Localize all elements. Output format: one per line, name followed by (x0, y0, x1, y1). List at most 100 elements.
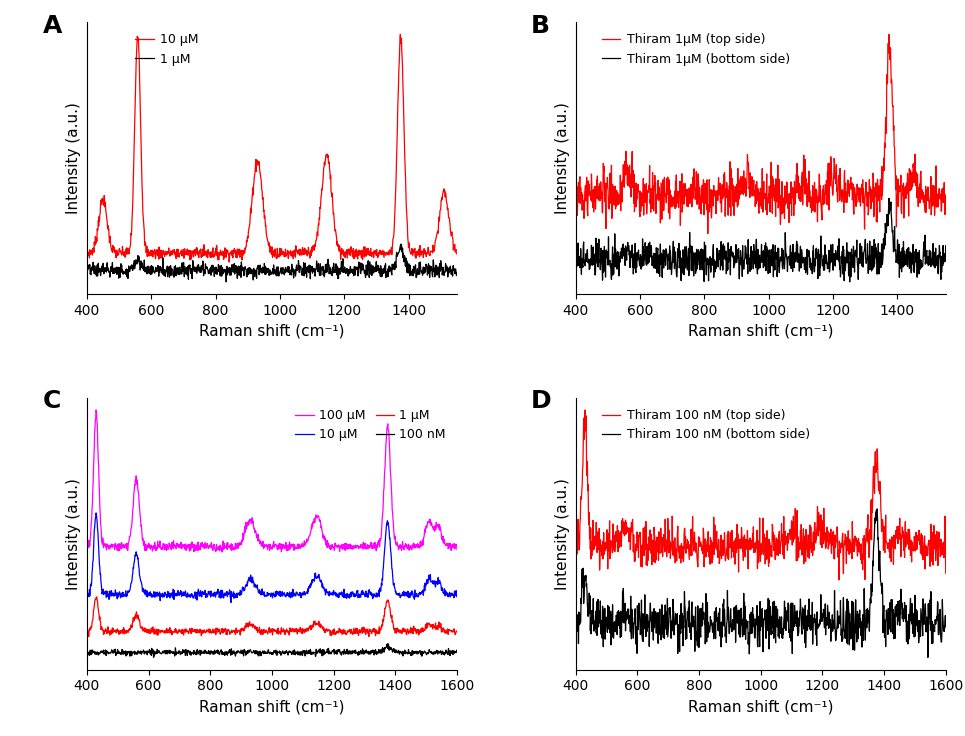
1 μM (395, 240, 406, 249)
Thiram 100 nM (bottom side) (923, 653, 934, 662)
10 μM (120, 588, 131, 597)
Y-axis label: Intensity (a.u.): Intensity (a.u.) (555, 102, 570, 214)
Line: 1 μM: 1 μM (87, 244, 457, 282)
1 μM (244, 263, 256, 272)
100 μM (244, 515, 256, 524)
Thiram 100 nM (top side) (833, 576, 844, 584)
Thiram 100 nM (top side) (569, 548, 581, 556)
Line: 10 μM: 10 μM (87, 512, 457, 600)
Thiram 100 nM (bottom side) (824, 623, 836, 632)
Thiram 1μM (bottom side) (844, 277, 856, 286)
X-axis label: Raman shift (cm⁻¹): Raman shift (cm⁻¹) (199, 699, 345, 714)
Thiram 1μM (top side) (859, 224, 870, 233)
Legend: 100 μM, 10 μM, 1 μM, 100 nM: 100 μM, 10 μM, 1 μM, 100 nM (290, 404, 451, 446)
10 μM (395, 30, 406, 39)
1 μM (120, 627, 131, 636)
1 μM (121, 632, 132, 641)
1 μM (371, 624, 382, 633)
100 μM (371, 540, 382, 549)
10 μM (232, 592, 243, 601)
100 μM (350, 547, 362, 556)
1 μM (220, 277, 232, 286)
100 μM (232, 542, 243, 551)
100 μM (377, 503, 389, 512)
Thiram 100 nM (bottom side) (871, 504, 883, 513)
10 μM (336, 245, 347, 254)
Thiram 1μM (bottom side) (883, 194, 895, 203)
10 μM (232, 253, 243, 262)
Thiram 100 nM (top side) (824, 528, 836, 537)
Legend: Thiram 1μM (top side), Thiram 1μM (bottom side): Thiram 1μM (top side), Thiram 1μM (botto… (596, 28, 795, 71)
10 μM (376, 250, 388, 258)
1 μM (452, 628, 463, 637)
Y-axis label: Intensity (a.u.): Intensity (a.u.) (67, 102, 81, 214)
100 nM (376, 643, 388, 652)
Thiram 100 nM (top side) (608, 545, 620, 554)
Thiram 1μM (top side) (569, 191, 581, 200)
Thiram 1μM (top side) (702, 229, 713, 238)
100 nM (452, 645, 463, 654)
Line: Thiram 1μM (top side): Thiram 1μM (top side) (575, 35, 946, 233)
10 μM (81, 588, 93, 597)
1 μM (336, 628, 347, 637)
Thiram 1μM (top side) (883, 30, 895, 39)
100 nM (148, 653, 159, 662)
100 nM (336, 651, 347, 659)
100 μM (452, 539, 463, 548)
Line: 100 μM: 100 μM (87, 410, 457, 551)
Thiram 1μM (bottom side) (940, 241, 951, 250)
10 μM (91, 508, 102, 517)
Thiram 100 nM (top side) (866, 535, 877, 544)
10 μM (119, 247, 130, 256)
Thiram 1μM (bottom side) (732, 244, 744, 253)
Thiram 100 nM (bottom side) (720, 632, 731, 641)
Legend: Thiram 100 nM (top side), Thiram 100 nM (bottom side): Thiram 100 nM (top side), Thiram 100 nM … (596, 404, 814, 446)
Line: 1 μM: 1 μM (87, 595, 457, 637)
Legend: 10 μM, 1 μM: 10 μM, 1 μM (130, 28, 204, 71)
1 μM (232, 627, 243, 636)
100 nM (119, 648, 130, 657)
1 μM (81, 269, 93, 277)
Y-axis label: Intensity (a.u.): Intensity (a.u.) (555, 478, 570, 590)
100 nM (381, 640, 393, 648)
Thiram 100 nM (bottom side) (865, 598, 876, 607)
10 μM (371, 249, 382, 258)
Thiram 1μM (bottom side) (866, 251, 877, 260)
Thiram 100 nM (top side) (733, 542, 745, 551)
Thiram 1μM (top side) (824, 182, 836, 191)
1 μM (232, 263, 243, 272)
Thiram 100 nM (top side) (579, 406, 591, 414)
10 μM (81, 244, 93, 252)
X-axis label: Raman shift (cm⁻¹): Raman shift (cm⁻¹) (688, 324, 834, 339)
Thiram 1μM (top side) (608, 200, 620, 209)
Text: C: C (42, 389, 61, 414)
1 μM (81, 629, 93, 638)
10 μM (406, 595, 418, 604)
Thiram 1μM (bottom side) (608, 258, 620, 266)
Text: B: B (531, 14, 550, 38)
100 μM (81, 541, 93, 550)
Thiram 100 nM (bottom side) (608, 634, 620, 643)
1 μM (119, 269, 130, 277)
1 μM (371, 267, 382, 276)
1 μM (377, 618, 389, 627)
Y-axis label: Intensity (a.u.): Intensity (a.u.) (67, 478, 81, 590)
Thiram 100 nM (bottom side) (940, 623, 951, 631)
Thiram 1μM (bottom side) (859, 245, 870, 254)
100 μM (91, 406, 102, 414)
100 μM (120, 538, 131, 547)
100 nM (371, 649, 382, 658)
X-axis label: Raman shift (cm⁻¹): Raman shift (cm⁻¹) (688, 699, 834, 714)
100 μM (336, 544, 347, 553)
Thiram 1μM (top side) (733, 175, 745, 184)
1 μM (245, 620, 257, 629)
10 μM (244, 211, 256, 220)
Thiram 100 nM (top side) (720, 556, 731, 565)
Thiram 100 nM (top side) (940, 569, 951, 578)
1 μM (91, 590, 102, 599)
10 μM (371, 589, 382, 598)
10 μM (452, 250, 463, 258)
Thiram 1μM (top side) (720, 191, 731, 200)
Line: Thiram 1μM (bottom side): Thiram 1μM (bottom side) (575, 199, 946, 282)
1 μM (376, 266, 388, 275)
